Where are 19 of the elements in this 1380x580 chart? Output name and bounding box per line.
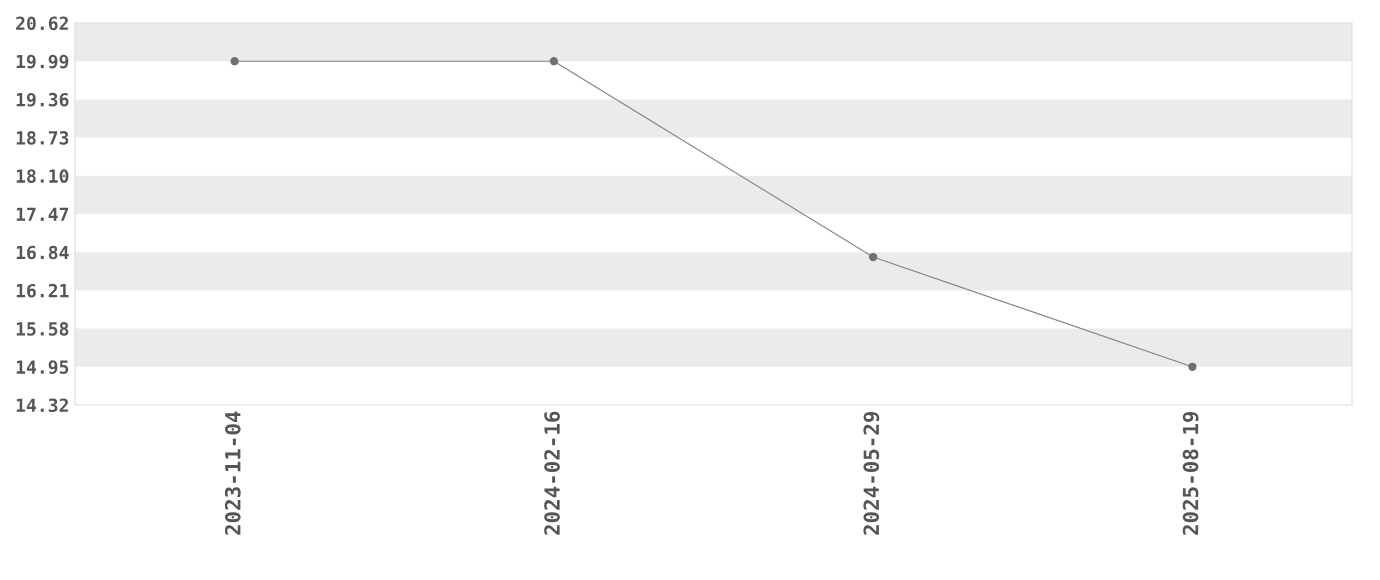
x-tick-label: 2024-05-29 [863, 411, 880, 535]
x-tick-label: 2025-08-19 [1182, 411, 1199, 535]
y-tick-label: 17.47 [16, 207, 69, 221]
x-tick-label: 2023-11-04 [224, 411, 241, 535]
y-tick-label: 14.32 [16, 398, 68, 413]
y-tick-label: 20.62 [16, 16, 68, 31]
point [549, 57, 559, 66]
y-tick-label: 15.58 [16, 322, 69, 336]
point [1188, 362, 1197, 371]
y-tick-label: 14.95 [16, 360, 69, 374]
y-tick-label: 16.84 [16, 245, 69, 260]
y-tick-label: 18.73 [16, 131, 69, 145]
point [868, 252, 878, 262]
y-tick-label: 16.21 [16, 283, 69, 298]
point [230, 57, 239, 66]
y-tick-label: 19.36 [16, 92, 69, 107]
y-tick-label: 18.10 [16, 169, 69, 183]
x-tick-label: 2024-02-16 [544, 411, 560, 535]
y-tick-label: 19.99 [16, 54, 69, 69]
